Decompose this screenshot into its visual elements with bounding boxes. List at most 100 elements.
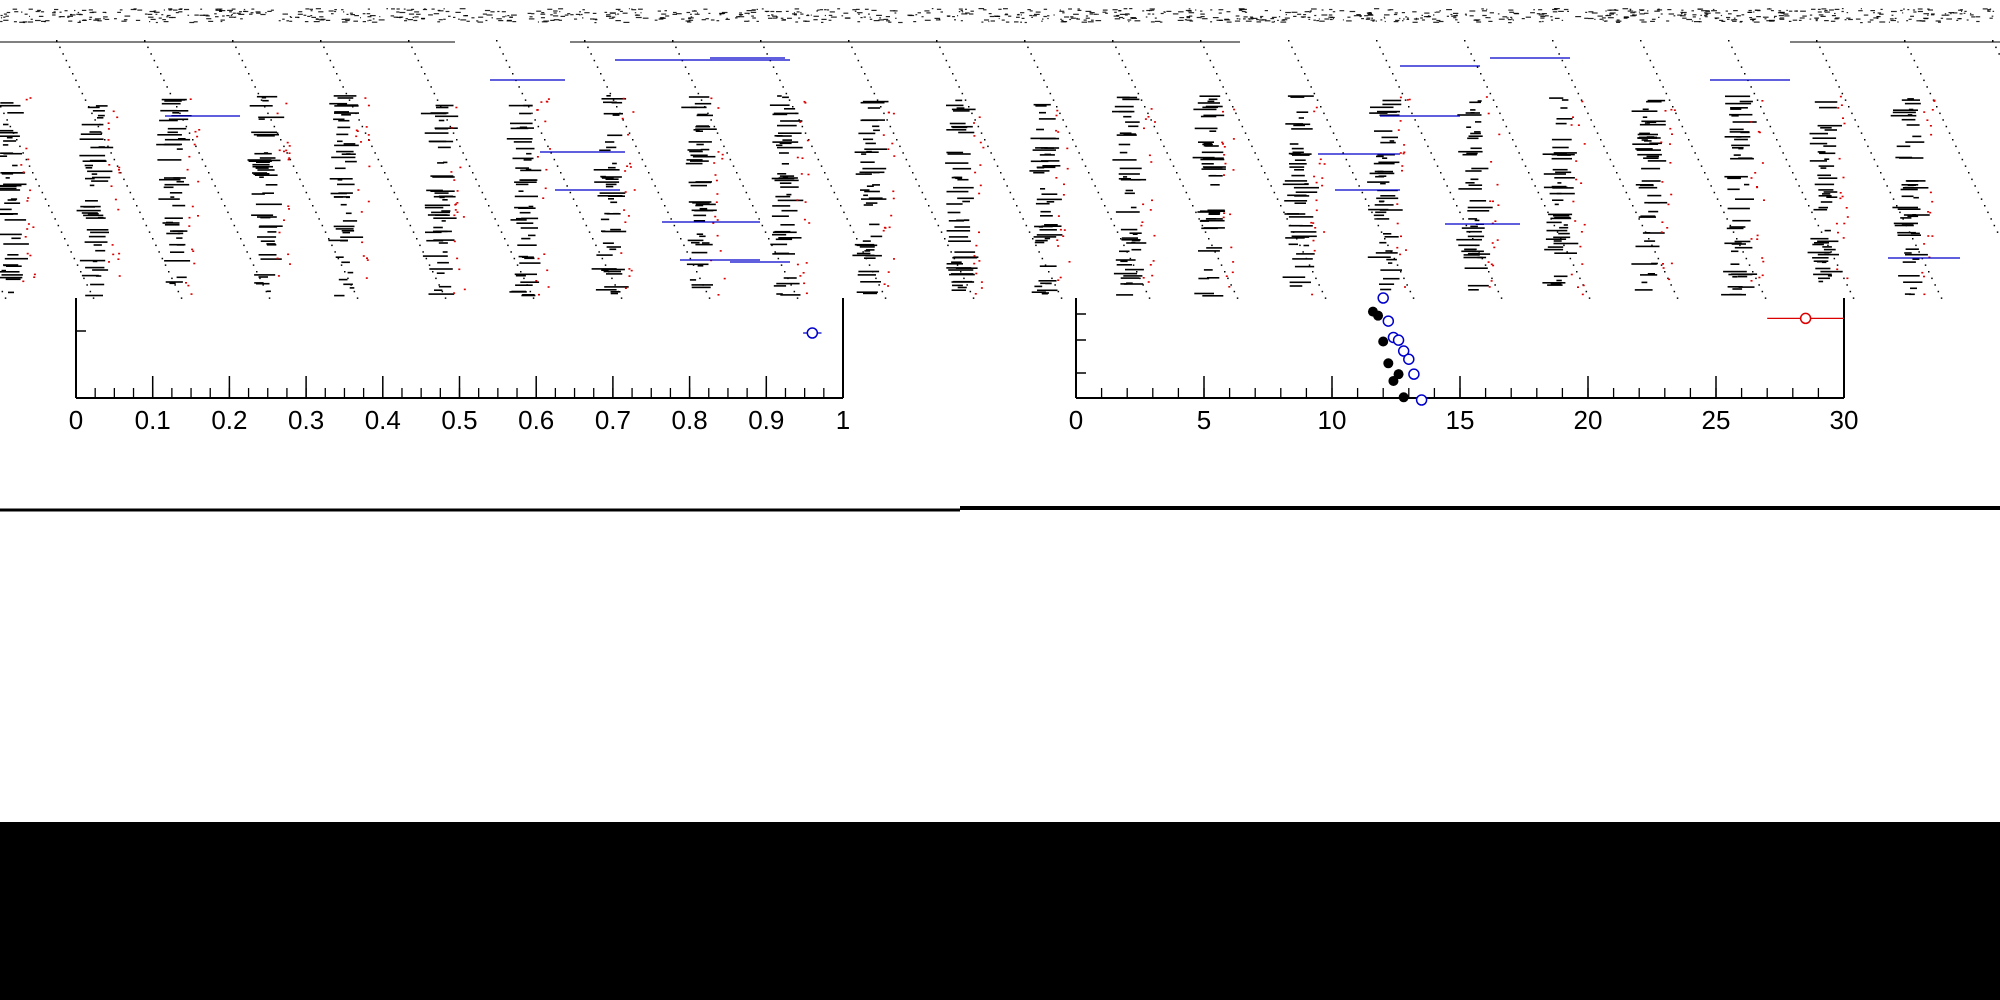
noise-dash [1724,136,1751,138]
noise-dash [438,285,452,288]
noise-mark [411,8,415,10]
noise-dash [328,239,348,242]
noise-dot [1286,218,1288,220]
noise-dot [28,165,31,167]
noise-dot [1758,284,1760,286]
noise-mark [1633,11,1637,13]
noise-red-dot [982,146,985,149]
noise-dash [695,204,704,207]
noise-mark [310,15,313,17]
noise-red-dot [1577,286,1579,288]
noise-mark [574,18,578,20]
noise-dot [1934,284,1936,286]
noise-dot [1228,99,1231,101]
noise-dash [865,249,875,251]
noise-dash [1379,200,1384,203]
noise-mark [1433,21,1440,23]
noise-red-dot [1312,222,1315,224]
noise-mark [771,14,774,16]
noise-dot [1440,172,1442,174]
noise-mark [957,15,959,17]
noise-dash [441,210,451,212]
noise-dash [1646,121,1657,124]
noise-dot [1910,53,1912,55]
noise-mark [1585,11,1588,13]
noise-dash [164,100,182,102]
noise-dash [1731,250,1739,253]
noise-dash [0,189,21,191]
noise-red-dot [1668,278,1671,281]
noise-mark [883,18,889,20]
noise-red-dot [1835,222,1838,225]
noise-mark [0,17,3,19]
noise-dot [1238,119,1240,121]
noise-dash [1550,217,1572,220]
noise-red-dot [27,223,30,225]
noise-dot [243,244,245,247]
noise-dot [1795,178,1797,181]
noise-dash [779,152,789,154]
noise-dot [1398,86,1400,88]
noise-dash [1646,155,1659,158]
noise-dash [693,220,706,222]
noise-mark [1660,13,1663,15]
noise-dash [165,281,183,283]
noise-mark [1658,16,1660,18]
noise-mark [349,12,353,14]
noise-dot [1518,152,1520,154]
noise-dash [1039,154,1055,156]
noise-dash [1641,167,1661,170]
noise-mark [1554,17,1560,19]
noise-red-dot [883,283,886,285]
noise-red-dot [538,293,540,296]
noise-dot [91,112,93,115]
noise-mark [1969,14,1974,16]
noise-dash [1289,143,1299,145]
noise-dot [1057,290,1060,293]
noise-mark [1260,15,1264,18]
noise-dot [950,251,952,253]
noise-red-dot [108,164,111,166]
noise-dot [1817,224,1820,227]
noise-mark [1314,14,1317,17]
noise-mark [1844,19,1847,21]
noise-dot [1382,53,1384,55]
noise-dot [1836,264,1839,266]
noise-dot [32,172,34,174]
noise-mark [1243,16,1248,18]
noise-dash [1373,214,1385,217]
noise-dash [607,134,623,137]
noise-mark [1971,16,1976,18]
noise-dash [1890,114,1917,117]
noise-dot [1776,139,1778,141]
noise-mark [1692,14,1697,16]
noise-dash [1198,277,1210,280]
noise-mark [1089,13,1094,15]
noise-dash [255,203,282,206]
noise-red-dot [803,100,806,103]
noise-mark [179,8,183,10]
noise-mark [553,10,558,12]
noise-red-dot [1845,207,1848,209]
noise-dot [1899,211,1901,214]
noise-dot [620,297,623,299]
noise-mark [710,19,715,21]
noise-dot [1459,211,1461,214]
noise-dash [702,242,710,244]
noise-dash [1647,99,1666,102]
noise-dash [772,205,791,207]
noise-dot [1499,112,1501,115]
noise-red-dot [1572,116,1574,118]
noise-dash [526,152,532,155]
noise-dash [1635,245,1660,248]
noise-dot [1230,284,1232,286]
noise-red-dot [1758,276,1761,279]
noise-dot [672,40,674,42]
noise-mark [843,12,849,14]
noise-mark [215,8,218,10]
noise-dash [1641,120,1666,123]
noise-red-dot [1055,129,1058,132]
noise-dash [1034,225,1053,228]
noise-dash [948,269,974,271]
noise-dot [1120,238,1122,240]
